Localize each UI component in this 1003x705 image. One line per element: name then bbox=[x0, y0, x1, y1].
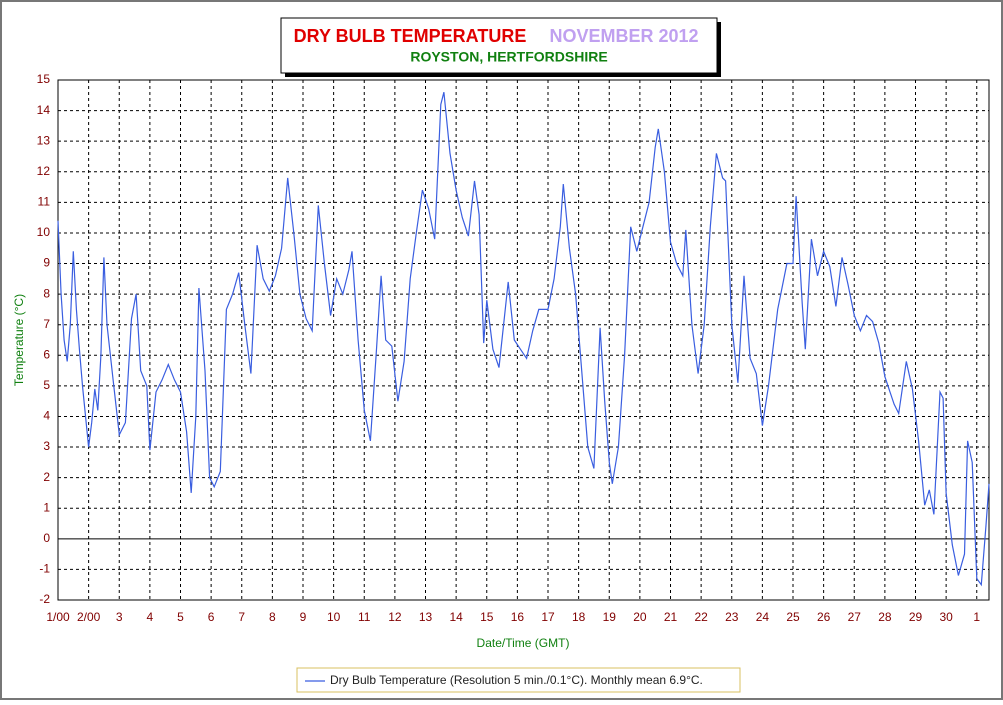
y-tick-label: 12 bbox=[37, 164, 51, 178]
x-tick-label: 12 bbox=[388, 610, 402, 624]
x-tick-label: 7 bbox=[238, 610, 245, 624]
x-tick-label: 19 bbox=[603, 610, 617, 624]
x-tick-label: 1 bbox=[973, 610, 980, 624]
title-box bbox=[280, 17, 718, 74]
y-tick-label: 11 bbox=[38, 195, 51, 209]
x-tick-label: 30 bbox=[939, 610, 953, 624]
data-line bbox=[57, 92, 990, 587]
x-tick-label: 18 bbox=[572, 610, 586, 624]
x-tick-label: 8 bbox=[269, 610, 276, 624]
x-tick-label: 10 bbox=[327, 610, 341, 624]
y-tick-label: 5 bbox=[43, 378, 50, 392]
x-tick-label: 20 bbox=[633, 610, 647, 624]
y-tick-label: -1 bbox=[39, 562, 50, 576]
x-tick-label: 22 bbox=[694, 610, 708, 624]
x-tick-label: 21 bbox=[664, 610, 678, 624]
x-tick-label: 14 bbox=[449, 610, 463, 624]
y-tick-label: 9 bbox=[43, 256, 50, 270]
x-tick-label: 1/00 bbox=[46, 610, 70, 624]
x-tick-label: 13 bbox=[419, 610, 433, 624]
x-tick-label: 27 bbox=[848, 610, 862, 624]
y-tick-label: 1 bbox=[43, 500, 50, 514]
y-tick-label: 14 bbox=[37, 103, 51, 117]
y-tick-label: 6 bbox=[43, 347, 50, 361]
y-tick-label: 10 bbox=[37, 225, 51, 239]
x-tick-label: 4 bbox=[147, 610, 154, 624]
y-tick-label: -2 bbox=[39, 592, 50, 606]
x-tick-label: 6 bbox=[208, 610, 215, 624]
x-tick-label: 11 bbox=[358, 610, 371, 624]
x-tick-label: 16 bbox=[511, 610, 525, 624]
x-axis-label: Date/Time (GMT) bbox=[477, 636, 570, 650]
x-tick-label: 15 bbox=[480, 610, 494, 624]
x-tick-label: 5 bbox=[177, 610, 184, 624]
chart-title: DRY BULB TEMPERATURE bbox=[294, 26, 527, 46]
x-tick-label: 29 bbox=[909, 610, 923, 624]
x-tick-label: 25 bbox=[786, 610, 800, 624]
y-tick-label: 13 bbox=[37, 133, 51, 147]
y-tick-label: 4 bbox=[43, 409, 50, 423]
x-tick-label: 23 bbox=[725, 610, 739, 624]
y-tick-label: 8 bbox=[43, 286, 50, 300]
plot-frame bbox=[57, 79, 990, 601]
chart-period: NOVEMBER 2012 bbox=[549, 26, 698, 46]
x-tick-label: 26 bbox=[817, 610, 831, 624]
y-axis-label: Temperature (°C) bbox=[12, 294, 26, 386]
x-tick-label: 9 bbox=[300, 610, 307, 624]
y-tick-label: 2 bbox=[43, 470, 50, 484]
y-tick-label: 3 bbox=[43, 439, 50, 453]
x-tick-label: 17 bbox=[541, 610, 555, 624]
legend-box bbox=[296, 667, 741, 693]
legend-label: Dry Bulb Temperature (Resolution 5 min./… bbox=[330, 673, 703, 687]
x-tick-label: 2/00 bbox=[77, 610, 101, 624]
y-tick-label: 7 bbox=[43, 317, 50, 331]
x-tick-label: 24 bbox=[756, 610, 770, 624]
chart-subtitle: ROYSTON, HERTFORDSHIRE bbox=[410, 49, 607, 65]
y-tick-label: 15 bbox=[37, 72, 51, 86]
x-tick-label: 3 bbox=[116, 610, 123, 624]
x-tick-label: 28 bbox=[878, 610, 892, 624]
y-tick-label: 0 bbox=[43, 531, 50, 545]
